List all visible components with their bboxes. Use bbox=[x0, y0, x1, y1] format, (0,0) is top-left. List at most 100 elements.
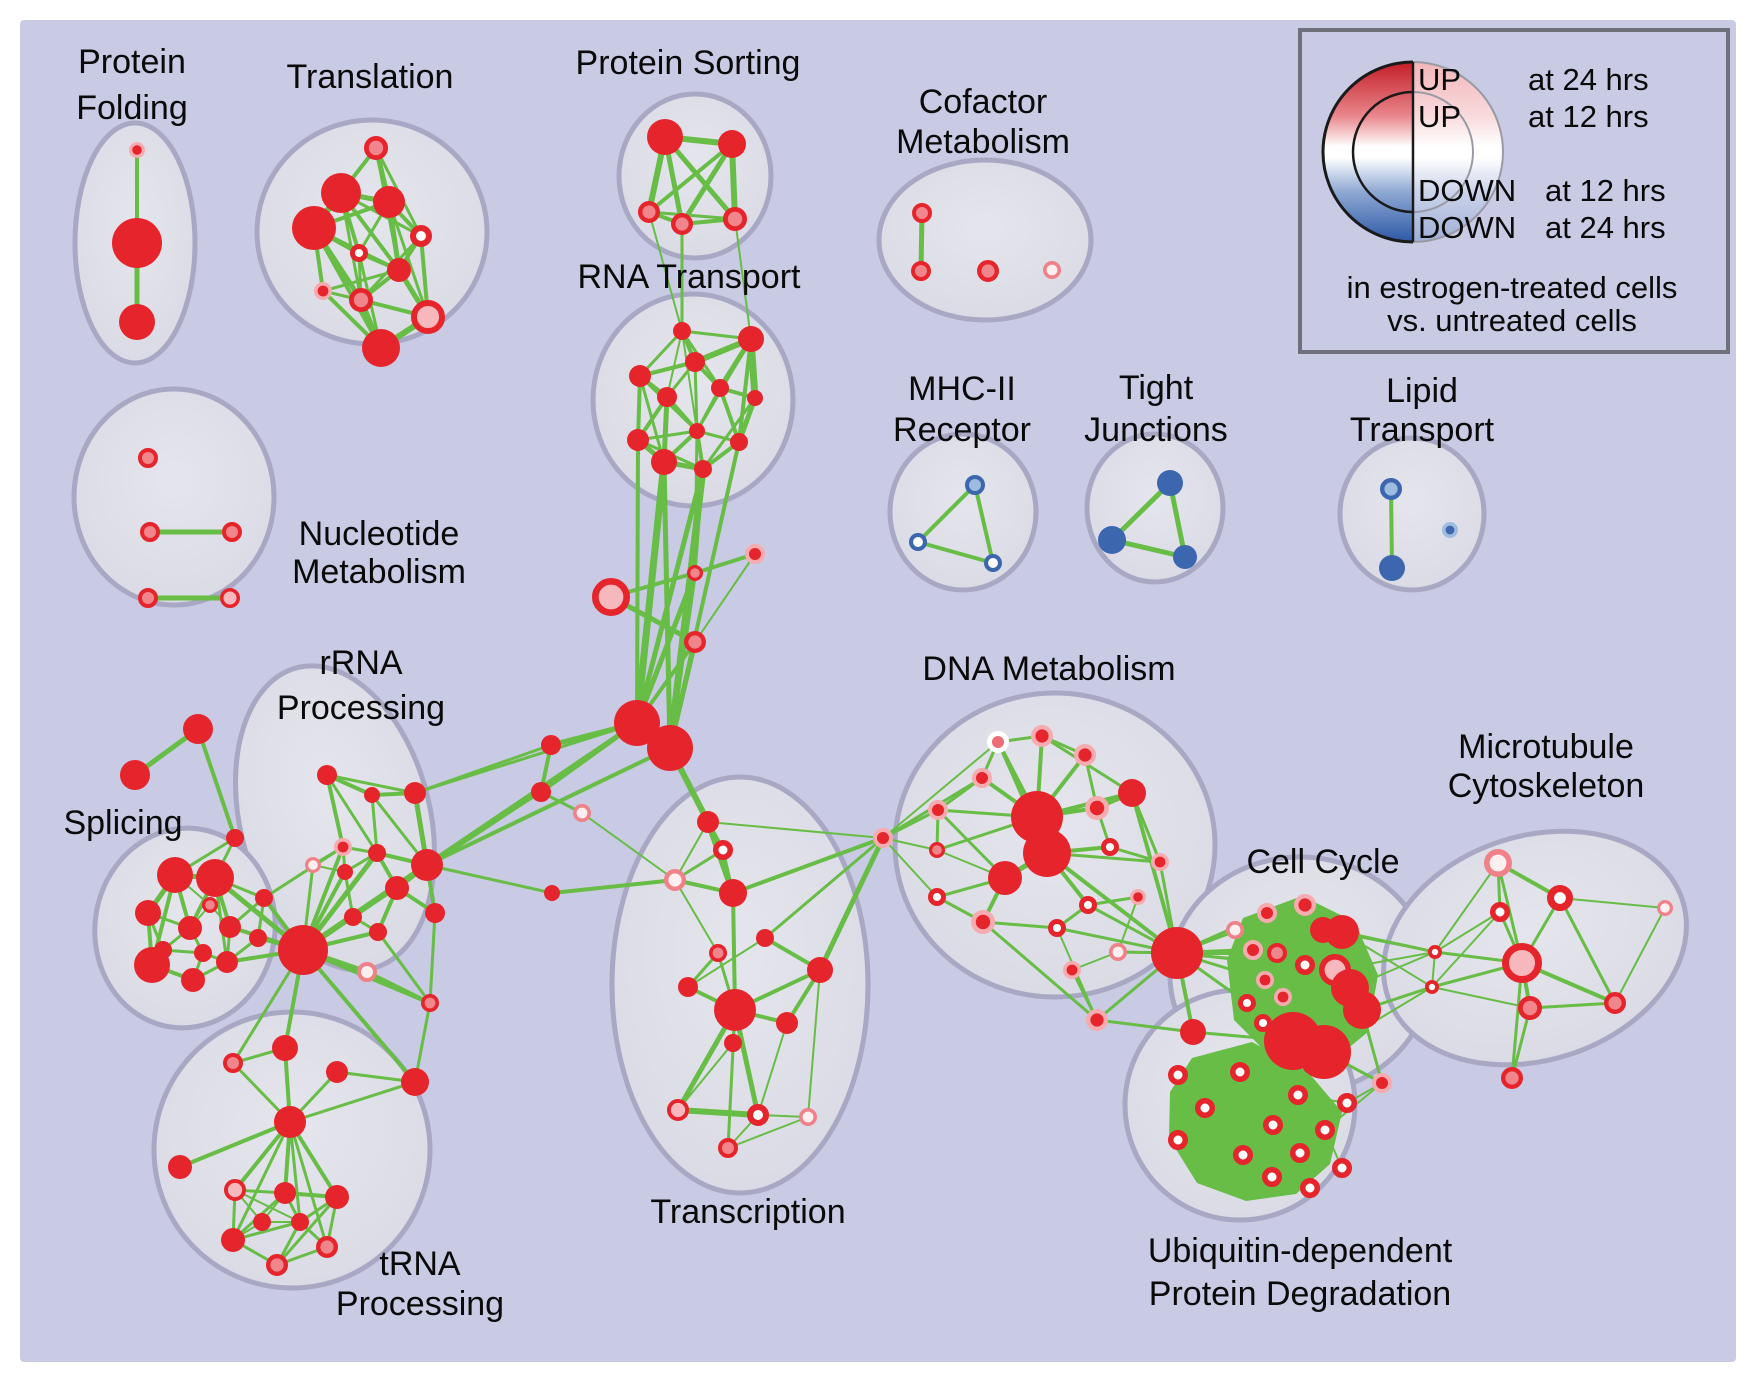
gene-node bbox=[678, 977, 698, 997]
network-edge bbox=[674, 821, 709, 881]
gene-node bbox=[684, 631, 707, 654]
gene-node bbox=[807, 957, 833, 983]
network-edge bbox=[647, 142, 734, 214]
network-edge bbox=[425, 863, 554, 895]
gene-node bbox=[1129, 888, 1146, 905]
gene-node bbox=[409, 224, 432, 247]
gene-node bbox=[178, 916, 202, 940]
network-edge bbox=[288, 1080, 417, 1124]
gene-node bbox=[291, 1213, 309, 1231]
gene-node bbox=[689, 423, 705, 439]
gene-node bbox=[1078, 895, 1097, 914]
network-edge bbox=[693, 552, 757, 575]
cluster-labels: Protein Folding Translation Protein Sorting… bbox=[63, 43, 1644, 1323]
network-edge bbox=[1528, 1001, 1617, 1010]
network-edge bbox=[301, 948, 417, 1084]
network-edge bbox=[288, 1120, 302, 1224]
gene-node bbox=[723, 206, 748, 231]
gene-node bbox=[988, 861, 1022, 895]
gene-node bbox=[119, 304, 155, 340]
gene-node bbox=[909, 533, 928, 552]
gene-node bbox=[135, 900, 161, 926]
gene-node bbox=[1118, 779, 1146, 807]
gene-node bbox=[685, 352, 705, 372]
gene-node bbox=[274, 1182, 296, 1204]
network-edge bbox=[677, 1042, 734, 1111]
gene-node bbox=[1274, 987, 1293, 1006]
network-edge bbox=[387, 200, 430, 319]
gene-node bbox=[1151, 927, 1203, 979]
gene-node bbox=[664, 869, 687, 892]
network-edge bbox=[718, 386, 741, 444]
gene-node bbox=[638, 200, 661, 223]
cluster-label-rrna-processing: rRNA Processing bbox=[277, 644, 445, 727]
gene-node bbox=[411, 300, 446, 335]
gene-node bbox=[873, 828, 893, 848]
gene-node bbox=[1372, 1073, 1392, 1093]
cluster-cofactor-metabolism bbox=[876, 157, 1094, 323]
gene-node bbox=[220, 588, 240, 608]
legend-circle-right-half bbox=[1413, 62, 1503, 242]
gene-node bbox=[694, 460, 712, 478]
gene-node bbox=[671, 212, 694, 235]
cluster-label-protein-sorting: Protein Sorting bbox=[576, 44, 801, 82]
network-edge bbox=[916, 483, 977, 544]
gene-node bbox=[1157, 470, 1183, 496]
gene-node bbox=[686, 564, 703, 581]
gene-node bbox=[369, 923, 387, 941]
cluster-label-tight-junctions: Tight Junctions bbox=[1084, 369, 1228, 449]
gene-node bbox=[1502, 943, 1542, 983]
gene-node bbox=[1023, 829, 1071, 877]
network-edge bbox=[325, 773, 417, 795]
network-edge bbox=[325, 773, 345, 849]
cluster-lipid-transport bbox=[1337, 435, 1487, 593]
network-edge bbox=[178, 1120, 292, 1169]
gene-node bbox=[292, 206, 336, 250]
gene-node bbox=[1063, 960, 1082, 979]
gene-node bbox=[129, 142, 146, 159]
gene-node bbox=[1518, 996, 1543, 1021]
gene-node bbox=[911, 261, 931, 281]
network-edge bbox=[1177, 1139, 1244, 1156]
gene-node bbox=[223, 1053, 243, 1073]
gene-node bbox=[738, 326, 764, 352]
network-edge bbox=[321, 268, 401, 293]
gene-node bbox=[697, 811, 719, 833]
gene-node bbox=[1295, 955, 1315, 975]
gene-node bbox=[714, 989, 756, 1031]
gene-node bbox=[544, 885, 560, 901]
network-edge bbox=[425, 746, 672, 867]
gene-node bbox=[313, 281, 332, 300]
network-edge bbox=[634, 570, 698, 726]
gene-node bbox=[1256, 970, 1275, 989]
cluster-nucleotide-metabolism bbox=[71, 386, 277, 608]
legend-circle-left-half bbox=[1323, 62, 1413, 242]
network-edge bbox=[376, 930, 432, 1005]
gene-node bbox=[747, 1104, 770, 1127]
gene-node bbox=[425, 903, 445, 923]
gene-node bbox=[385, 876, 409, 900]
legend-down-12-time: at 12 hrs bbox=[1545, 173, 1666, 208]
gene-node bbox=[249, 929, 267, 947]
gene-node bbox=[181, 968, 205, 992]
gene-node bbox=[798, 1108, 817, 1127]
gene-node bbox=[776, 1012, 798, 1034]
gene-node bbox=[253, 1213, 271, 1231]
legend-inner-ring-right bbox=[1412, 91, 1474, 213]
gene-node bbox=[157, 857, 193, 893]
cluster-label-microtubule-cytoskeleton: Microtubule Cytoskeleton bbox=[1448, 728, 1645, 805]
gene-node bbox=[344, 908, 362, 926]
gene-node bbox=[1428, 944, 1443, 959]
legend-up-12-label: UP bbox=[1418, 99, 1461, 134]
gene-node bbox=[1030, 725, 1053, 748]
gene-node bbox=[1253, 1013, 1272, 1032]
gene-node bbox=[1297, 1025, 1351, 1079]
gene-node bbox=[1173, 545, 1197, 569]
gene-node bbox=[1293, 894, 1316, 917]
gene-node bbox=[972, 768, 992, 788]
gene-node bbox=[272, 1035, 298, 1061]
gene-node bbox=[651, 449, 677, 475]
gene-node bbox=[1073, 744, 1096, 767]
gene-node bbox=[1257, 903, 1277, 923]
network-edge bbox=[694, 553, 756, 643]
